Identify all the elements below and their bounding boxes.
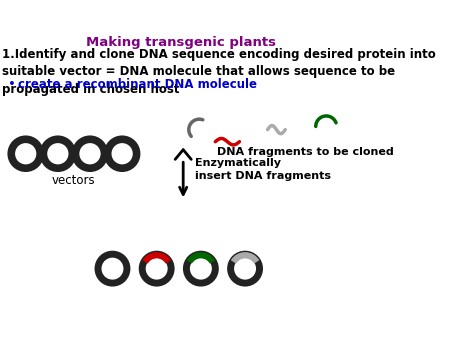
Text: 1.Identify and clone DNA sequence encoding desired protein into
suitable vector : 1.Identify and clone DNA sequence encodi… — [2, 48, 436, 96]
Text: DNA fragments to be cloned: DNA fragments to be cloned — [217, 146, 394, 156]
Text: Making transgenic plants: Making transgenic plants — [86, 37, 276, 49]
Text: •: • — [8, 78, 16, 91]
Text: vectors: vectors — [52, 174, 96, 187]
Text: Enzymatically
insert DNA fragments: Enzymatically insert DNA fragments — [195, 158, 331, 180]
Text: create a recombinant DNA molecule: create a recombinant DNA molecule — [18, 78, 256, 91]
